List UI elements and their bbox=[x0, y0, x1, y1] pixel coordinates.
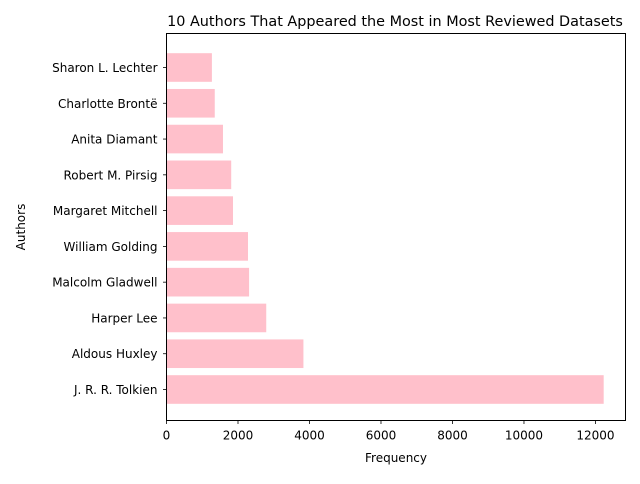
plot-frame bbox=[166, 33, 626, 421]
x-tick-label: 10000 bbox=[505, 429, 543, 443]
bar bbox=[166, 267, 250, 297]
bar bbox=[166, 339, 304, 369]
y-tick-label: J. R. R. Tolkien bbox=[73, 383, 157, 397]
bar bbox=[166, 375, 604, 404]
x-axis-label: Frequency bbox=[365, 451, 427, 465]
bar bbox=[166, 232, 249, 261]
y-tick-label: Robert M. Pirsig bbox=[63, 168, 157, 182]
bar bbox=[166, 53, 212, 82]
bar bbox=[166, 303, 267, 333]
x-tick-label: 2000 bbox=[223, 429, 254, 443]
x-axis-ticks: 0 2000 4000 6000 8000 10000 12000 bbox=[163, 420, 615, 443]
bar bbox=[166, 160, 232, 190]
x-tick-label: 12000 bbox=[576, 429, 614, 443]
y-tick-label: Aldous Huxley bbox=[72, 347, 158, 361]
y-tick-label: Margaret Mitchell bbox=[53, 204, 158, 218]
y-tick-label: Anita Diamant bbox=[71, 133, 158, 147]
bar bbox=[166, 196, 233, 225]
y-tick-label: Malcolm Gladwell bbox=[52, 276, 157, 290]
x-tick-label: 8000 bbox=[437, 429, 468, 443]
y-axis-ticks: J. R. R. Tolkien Aldous Huxley Harper Lee M… bbox=[52, 61, 167, 397]
x-tick-label: 4000 bbox=[294, 429, 325, 443]
y-tick-label: Charlotte Brontë bbox=[58, 97, 158, 111]
bars-layer bbox=[166, 53, 604, 404]
y-axis-label: Authors bbox=[14, 204, 28, 251]
y-tick-label: Sharon L. Lechter bbox=[52, 61, 157, 75]
bar bbox=[166, 124, 223, 154]
bar bbox=[166, 88, 215, 118]
x-tick-label: 0 bbox=[163, 429, 171, 443]
x-tick-label: 6000 bbox=[366, 429, 397, 443]
chart-title: 10 Authors That Appeared the Most in Mos… bbox=[167, 14, 623, 30]
y-tick-label: William Golding bbox=[64, 240, 158, 254]
y-tick-label: Harper Lee bbox=[91, 311, 157, 325]
